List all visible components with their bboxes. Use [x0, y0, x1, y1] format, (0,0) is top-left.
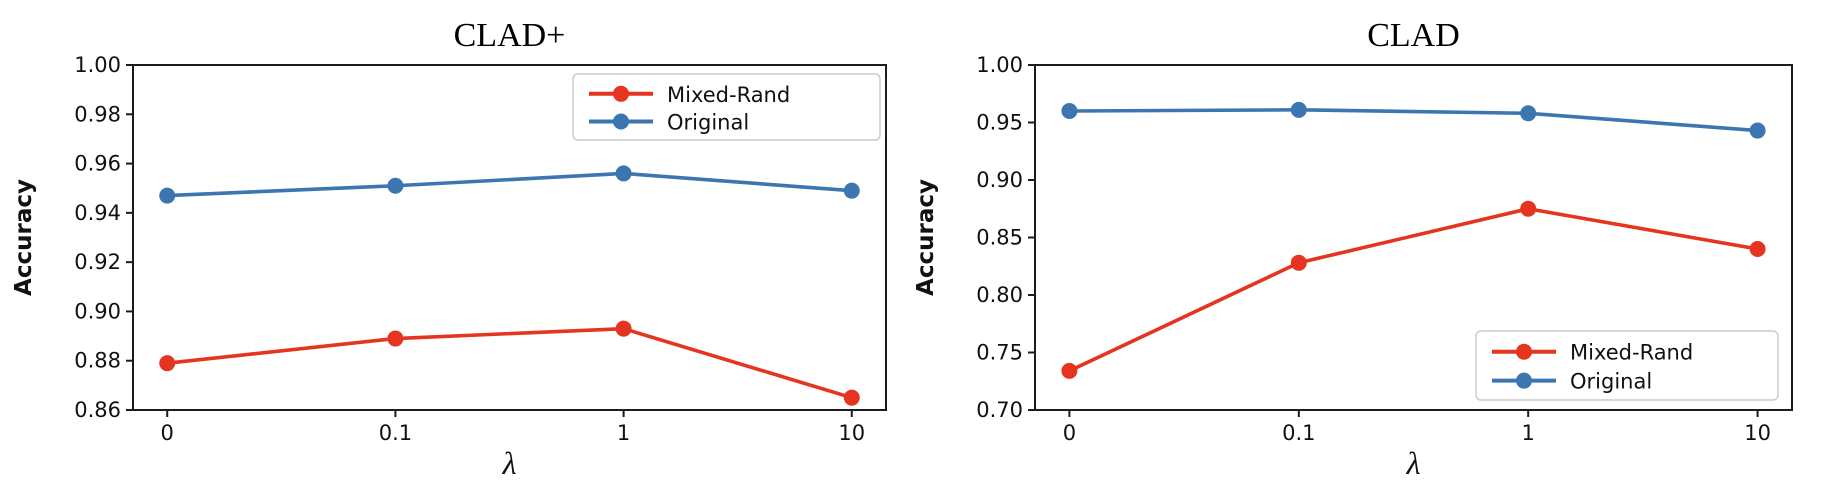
- data-point-mixed-rand-3: [843, 389, 860, 406]
- data-point-original-1: [387, 177, 404, 194]
- chart-title: CLAD+: [454, 17, 566, 54]
- legend: Mixed-Rand Original: [572, 73, 881, 141]
- y-tick-label: 0.90: [74, 299, 121, 323]
- y-tick-label: 1.00: [976, 53, 1023, 77]
- subplot-clad-: 0.86 0.88 0.90 0.92 0.94 0.96 0.98 1.00 0 0.1 1 10 C…: [11, 17, 887, 481]
- data-point-mixed-rand-1: [1290, 254, 1307, 271]
- y-tick-label: 0.86: [74, 398, 121, 422]
- axes-frame: [132, 64, 887, 411]
- series-line-original: [165, 171, 854, 198]
- legend-label-mixed-rand: Mixed-Rand: [667, 83, 790, 107]
- data-point-original-0: [159, 187, 176, 204]
- x-axis-label: λ: [1406, 445, 1421, 481]
- x-tick-label: 0.1: [379, 421, 412, 445]
- series-line-mixed-rand: [1067, 206, 1760, 373]
- y-tick-label: 0.88: [74, 349, 121, 373]
- y-tick-label: 0.95: [976, 111, 1023, 135]
- legend-frame: [1475, 330, 1779, 401]
- x-tick-label: 1: [1522, 421, 1535, 445]
- data-point-mixed-rand-0: [1061, 362, 1078, 379]
- y-tick-label: 0.85: [976, 226, 1023, 250]
- axes-frame: [1034, 64, 1793, 411]
- data-point-original-3: [843, 182, 860, 199]
- legend-swatch-dot-original: [613, 113, 629, 130]
- legend-label-original: Original: [1570, 370, 1652, 394]
- y-tick-label: 0.70: [976, 398, 1023, 422]
- y-axis-label: Accuracy: [11, 179, 37, 296]
- data-point-mixed-rand-2: [1520, 200, 1537, 217]
- y-tick-label: 0.96: [74, 152, 121, 176]
- data-point-mixed-rand-1: [387, 330, 404, 347]
- data-point-mixed-rand-0: [159, 355, 176, 372]
- x-tick-label: 0: [1063, 421, 1076, 445]
- data-point-original-3: [1749, 122, 1766, 139]
- x-tick-label: 10: [838, 421, 865, 445]
- legend-label-original: Original: [667, 111, 749, 135]
- y-tick-label: 0.90: [976, 168, 1023, 192]
- data-point-original-1: [1290, 101, 1307, 118]
- x-tick-label: 0: [161, 421, 174, 445]
- y-tick-label: 0.98: [74, 102, 121, 126]
- legend-swatch-dot-original: [1516, 372, 1532, 389]
- data-point-mixed-rand-3: [1749, 241, 1766, 257]
- legend-swatch-dot-mixed-rand: [1516, 343, 1532, 360]
- series-line-original: [1067, 108, 1760, 133]
- x-tick-label: 1: [617, 421, 630, 445]
- y-tick-label: 0.94: [74, 201, 121, 225]
- legend-swatch-dot-mixed-rand: [613, 85, 629, 102]
- legend: Mixed-Rand Original: [1475, 330, 1779, 401]
- data-point-mixed-rand-2: [615, 320, 632, 337]
- legend-label-mixed-rand: Mixed-Rand: [1570, 341, 1693, 365]
- y-tick-label: 0.92: [74, 250, 121, 274]
- y-tick-label: 1.00: [74, 53, 121, 77]
- chart-title: CLAD: [1367, 17, 1460, 54]
- x-tick-label: 10: [1744, 421, 1771, 445]
- data-point-original-2: [615, 165, 632, 182]
- x-axis-label: λ: [502, 445, 517, 481]
- subplot-clad: 0.70 0.75 0.80 0.85 0.90 0.95 1.00 0 0.1 1 10 CLAD A…: [913, 17, 1793, 481]
- y-tick-label: 0.80: [976, 283, 1023, 307]
- series-line-mixed-rand: [165, 326, 854, 400]
- y-tick-label: 0.75: [976, 341, 1023, 365]
- data-point-original-0: [1061, 103, 1078, 119]
- data-point-original-2: [1520, 105, 1537, 122]
- x-tick-label: 0.1: [1282, 421, 1315, 445]
- y-axis-label: Accuracy: [913, 179, 939, 296]
